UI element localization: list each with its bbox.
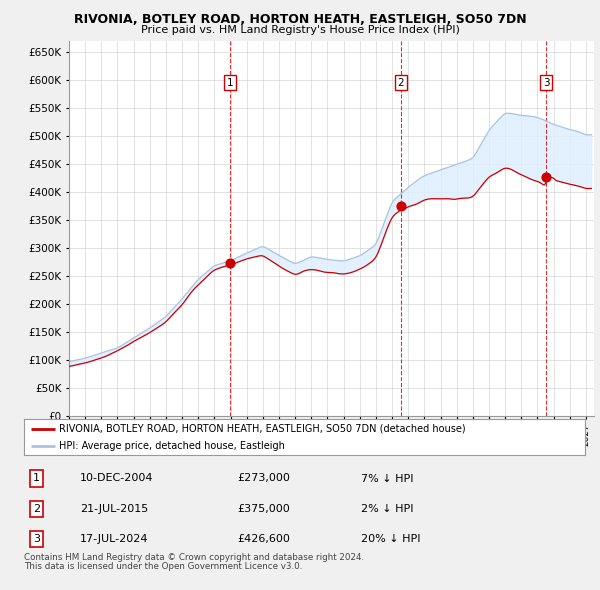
Text: This data is licensed under the Open Government Licence v3.0.: This data is licensed under the Open Gov… bbox=[24, 562, 302, 571]
Text: Price paid vs. HM Land Registry's House Price Index (HPI): Price paid vs. HM Land Registry's House … bbox=[140, 25, 460, 35]
Text: 2% ↓ HPI: 2% ↓ HPI bbox=[361, 504, 413, 514]
Text: HPI: Average price, detached house, Eastleigh: HPI: Average price, detached house, East… bbox=[59, 441, 285, 451]
Point bbox=[225, 258, 235, 268]
Text: £426,600: £426,600 bbox=[237, 534, 290, 544]
Point bbox=[542, 173, 551, 182]
Text: 3: 3 bbox=[33, 534, 40, 544]
Text: 3: 3 bbox=[543, 77, 550, 87]
Text: 1: 1 bbox=[226, 77, 233, 87]
Text: £273,000: £273,000 bbox=[237, 474, 290, 483]
Point bbox=[396, 202, 406, 211]
Text: 2: 2 bbox=[398, 77, 404, 87]
Text: 21-JUL-2015: 21-JUL-2015 bbox=[80, 504, 148, 514]
Text: 17-JUL-2024: 17-JUL-2024 bbox=[80, 534, 149, 544]
Text: £375,000: £375,000 bbox=[237, 504, 290, 514]
Text: 20% ↓ HPI: 20% ↓ HPI bbox=[361, 534, 420, 544]
Text: 1: 1 bbox=[33, 474, 40, 483]
Text: Contains HM Land Registry data © Crown copyright and database right 2024.: Contains HM Land Registry data © Crown c… bbox=[24, 553, 364, 562]
Text: 7% ↓ HPI: 7% ↓ HPI bbox=[361, 474, 413, 483]
Text: 10-DEC-2004: 10-DEC-2004 bbox=[80, 474, 154, 483]
Text: RIVONIA, BOTLEY ROAD, HORTON HEATH, EASTLEIGH, SO50 7DN (detached house): RIVONIA, BOTLEY ROAD, HORTON HEATH, EAST… bbox=[59, 424, 466, 434]
Text: RIVONIA, BOTLEY ROAD, HORTON HEATH, EASTLEIGH, SO50 7DN: RIVONIA, BOTLEY ROAD, HORTON HEATH, EAST… bbox=[74, 13, 526, 26]
Text: 2: 2 bbox=[33, 504, 40, 514]
